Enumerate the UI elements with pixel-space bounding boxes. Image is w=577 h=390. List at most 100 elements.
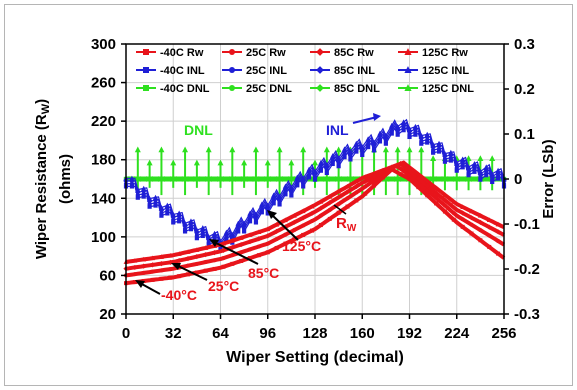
inl-point — [241, 220, 247, 226]
inl-point — [347, 148, 353, 154]
inl-point — [188, 227, 194, 232]
inl-point — [312, 177, 318, 182]
legend-marker — [404, 84, 412, 91]
pointer-minus40c — [139, 282, 161, 295]
inl-point — [247, 219, 253, 224]
inl-point — [360, 152, 365, 158]
rw-point — [291, 219, 297, 225]
legend-marker — [229, 85, 235, 91]
inl-point — [236, 229, 241, 234]
inl-point — [282, 183, 288, 189]
rw-point — [345, 204, 350, 209]
dnl-point — [230, 176, 235, 182]
rw-point — [318, 213, 323, 218]
inl-point — [330, 153, 336, 158]
y-right-tick-label: 0.2 — [514, 81, 535, 98]
inl-point — [294, 174, 300, 180]
inl-point — [176, 210, 182, 216]
rw-point — [203, 252, 209, 258]
dnl-marker — [205, 146, 212, 153]
dnl-marker — [217, 159, 224, 166]
inl-point — [366, 144, 371, 150]
rw-point — [433, 190, 439, 196]
rw-point — [203, 245, 209, 250]
rw-point — [451, 199, 457, 204]
legend-item: -40C INL — [136, 65, 205, 77]
x-tick-label: 64 — [212, 325, 229, 342]
inl-point — [253, 220, 259, 225]
legend-label: 25C INL — [246, 65, 287, 77]
dnl-annotation: DNL — [184, 122, 213, 138]
pointer-125c — [270, 213, 299, 241]
dnl-marker — [229, 146, 236, 153]
rw-point — [274, 228, 280, 234]
right-axis-title: Error (LSb) — [540, 139, 557, 218]
dnl-marker — [406, 146, 413, 153]
dnl-point — [283, 176, 288, 182]
rw-point — [265, 241, 270, 246]
dnl-point — [348, 176, 353, 182]
inl-point — [206, 242, 211, 248]
inl-point — [371, 148, 377, 153]
rw-annotation-main: R — [336, 215, 347, 232]
dnl-point — [147, 176, 152, 182]
rw-point — [132, 264, 138, 271]
rw-point — [221, 241, 226, 246]
legend-marker — [316, 48, 324, 56]
inl-point — [442, 159, 448, 164]
inl-point — [354, 149, 359, 154]
dnl-point — [430, 176, 436, 182]
rw-point — [211, 250, 218, 256]
inl-point — [170, 211, 176, 217]
inl-point — [295, 183, 300, 188]
y-left-tick-label: 180 — [91, 152, 116, 169]
left-axis-title-sub: W — [40, 103, 52, 114]
rw-point — [177, 274, 182, 279]
inl-point — [224, 238, 229, 243]
rw-pointer-line — [333, 204, 347, 215]
dnl-marker — [241, 159, 248, 166]
inl-point — [348, 157, 353, 162]
rw-point — [416, 185, 421, 190]
inl-point — [206, 234, 212, 239]
inl-point — [288, 184, 294, 190]
dnl-point — [466, 176, 471, 182]
dnl-marker — [418, 146, 425, 153]
rw-point — [460, 204, 466, 209]
inl-point — [436, 149, 442, 154]
rw-point — [425, 193, 430, 198]
dnl-point — [442, 176, 448, 182]
rw-point — [230, 261, 235, 266]
rw-point — [362, 178, 368, 184]
inl-point — [153, 194, 159, 200]
inl-annotation: INL — [326, 122, 349, 138]
y-left-tick-label: 20 — [99, 306, 116, 323]
dnl-point — [176, 176, 182, 182]
inl-point — [253, 211, 259, 217]
inl-point — [448, 158, 453, 163]
rw-point — [301, 223, 306, 228]
inl-point — [159, 213, 164, 218]
rw-point — [221, 256, 226, 261]
pointer-minus40c-head — [135, 280, 145, 288]
rw-point — [132, 272, 137, 277]
legend-item: 85C Rw — [310, 47, 374, 59]
rw-point — [186, 272, 191, 277]
rw-point — [318, 205, 324, 211]
rw-point — [176, 258, 182, 264]
inl-point — [306, 175, 312, 180]
inl-point — [483, 164, 489, 170]
rw-point — [345, 183, 350, 189]
rw-point — [354, 198, 359, 203]
inl-point — [472, 169, 477, 174]
inl-point — [312, 168, 318, 174]
rw-point — [283, 241, 288, 246]
rw-point — [185, 256, 191, 262]
dnl-marker — [394, 146, 401, 153]
inl-point — [324, 170, 329, 176]
rw-point — [318, 199, 324, 204]
dnl-point — [484, 176, 489, 182]
x-tick-label: 160 — [350, 325, 375, 342]
legend-label: 85C Rw — [334, 47, 374, 59]
inl-point — [171, 220, 176, 225]
